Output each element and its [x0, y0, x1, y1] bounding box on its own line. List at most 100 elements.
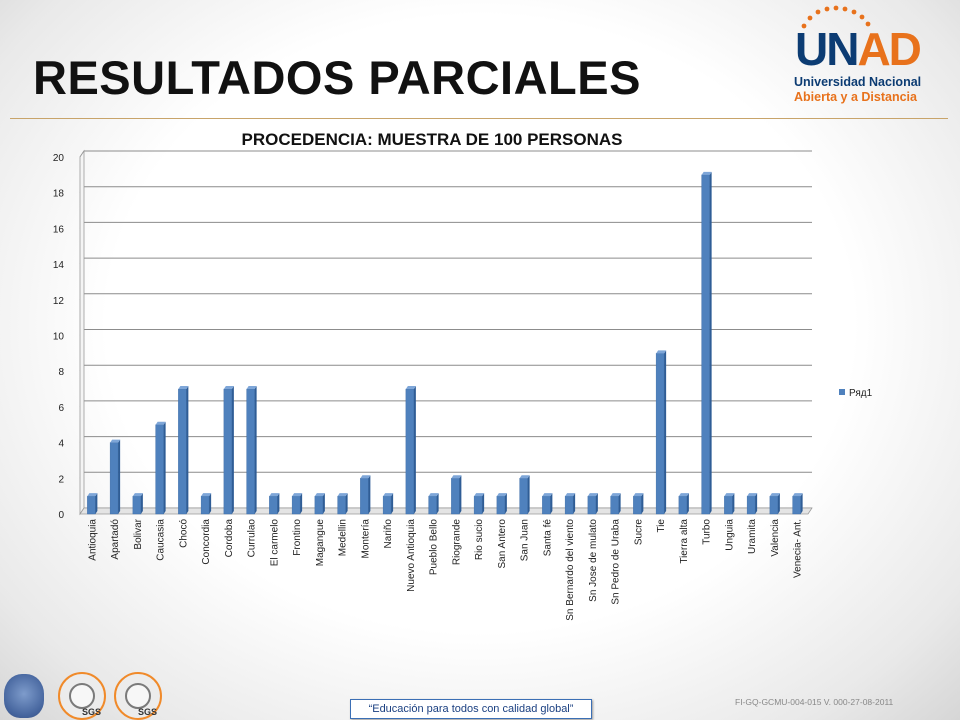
bar — [428, 493, 439, 515]
y-tick-label: 12 — [53, 296, 65, 307]
x-tick-label: Concordia — [201, 519, 212, 565]
x-tick-label: Montería — [360, 519, 371, 559]
bar — [473, 493, 485, 515]
x-tick-label: Sn Jose de mulato — [588, 519, 599, 602]
bar-side — [163, 421, 166, 514]
bar — [564, 493, 576, 515]
bar-top — [428, 493, 439, 497]
bar-front — [178, 388, 187, 515]
bar — [337, 493, 348, 515]
bar-side — [732, 493, 735, 514]
y-tick-label: 20 — [53, 153, 65, 164]
bar-side — [777, 493, 780, 514]
x-tick-label: San Antero — [497, 519, 508, 569]
bar-top — [314, 493, 325, 497]
bar-top — [178, 386, 189, 390]
y-tick-label: 18 — [53, 189, 65, 200]
y-tick-label: 10 — [53, 332, 65, 343]
bar-side — [686, 493, 689, 514]
bar-top — [132, 493, 143, 497]
bar-side — [209, 493, 212, 514]
bar-front — [724, 495, 733, 515]
bar-top — [223, 386, 234, 390]
x-tick-label: Chocó — [178, 519, 189, 548]
bar-top — [474, 493, 485, 497]
bar — [769, 493, 780, 515]
bar-side — [618, 493, 621, 514]
bar — [792, 493, 803, 515]
bar-side — [459, 475, 462, 514]
bar-top — [701, 171, 712, 175]
bar-front — [223, 388, 233, 515]
bar-top — [724, 493, 735, 497]
bar — [542, 493, 553, 515]
bar-side — [322, 493, 325, 514]
logo-dots-arc — [801, 5, 871, 29]
x-tick-label: Turbo — [702, 519, 713, 545]
bar-front — [655, 353, 665, 515]
bar-chart: PROCEDENCIA: MUESTRA DE 100 PERSONAS 0 2 4… — [53, 130, 873, 621]
y-tick-label: 16 — [53, 224, 65, 235]
bar-side — [595, 493, 598, 514]
bar-front — [746, 495, 756, 515]
bar-front — [269, 495, 278, 515]
bar-front — [109, 442, 119, 515]
x-tick-label: Frontino — [292, 519, 303, 556]
bar-side — [231, 386, 234, 514]
bar-front — [587, 495, 597, 515]
x-tick-label: Bolivar — [133, 518, 144, 549]
bar-front — [337, 495, 346, 515]
bar — [678, 493, 689, 515]
x-tick-label: San Juan — [520, 519, 531, 561]
x-tick-label: Nuevo Antioquia — [406, 519, 417, 592]
bar — [633, 493, 644, 515]
x-tick-label: Antioquia — [87, 519, 98, 561]
bar-top — [155, 421, 166, 425]
bar-front — [382, 495, 392, 515]
bar-front — [87, 495, 96, 515]
y-tick-label: 2 — [58, 474, 64, 485]
bar-top — [201, 493, 212, 497]
x-tick-label: Santa fé — [542, 519, 553, 557]
bar-top — [792, 493, 803, 497]
bar-top — [451, 475, 462, 479]
bar-front — [451, 478, 460, 515]
logo-line-1: Universidad Nacional — [794, 75, 922, 89]
chart-tick-labels: 0 2 4 6 8 10 12 14 16 18 20 Antioquia Apartadó Boliva… — [53, 153, 804, 621]
bar-side — [368, 475, 371, 514]
bar-front — [291, 495, 301, 515]
y-tick-label: 0 — [58, 510, 64, 521]
bar — [132, 493, 143, 515]
bar-front — [428, 495, 437, 515]
x-tick-label: Rio sucio — [474, 519, 485, 561]
bar-front — [314, 495, 324, 515]
bar — [360, 475, 371, 515]
chart-axes — [79, 149, 813, 516]
bar-side — [504, 493, 507, 514]
legend-swatch — [839, 389, 845, 395]
y-tick-label: 14 — [53, 260, 65, 271]
bar — [87, 493, 98, 515]
bar-top — [337, 493, 348, 497]
bar — [291, 493, 303, 515]
bar-front — [405, 388, 415, 515]
bar — [246, 386, 257, 515]
bar — [405, 386, 416, 515]
x-tick-label: Medellin — [338, 519, 349, 556]
gridline — [79, 150, 812, 158]
bar-side — [118, 439, 121, 514]
unad-logo: UNAD Universidad Nacional Abierta y a Di… — [790, 4, 940, 108]
bar-side — [254, 386, 257, 514]
x-tick-label: Sn Pedro de Uraba — [611, 519, 622, 605]
bar-top — [87, 493, 98, 497]
bar-top — [519, 475, 530, 479]
bar-top — [678, 493, 689, 497]
bar — [701, 171, 712, 515]
bar-front — [496, 495, 506, 515]
bar-side — [413, 386, 416, 514]
bar — [587, 493, 598, 515]
bar-front — [246, 388, 255, 515]
legend-label: Ряд1 — [849, 388, 873, 399]
x-tick-label: Sucre — [633, 519, 644, 546]
x-tick-label: Sn Bernardo del viento — [565, 519, 576, 621]
